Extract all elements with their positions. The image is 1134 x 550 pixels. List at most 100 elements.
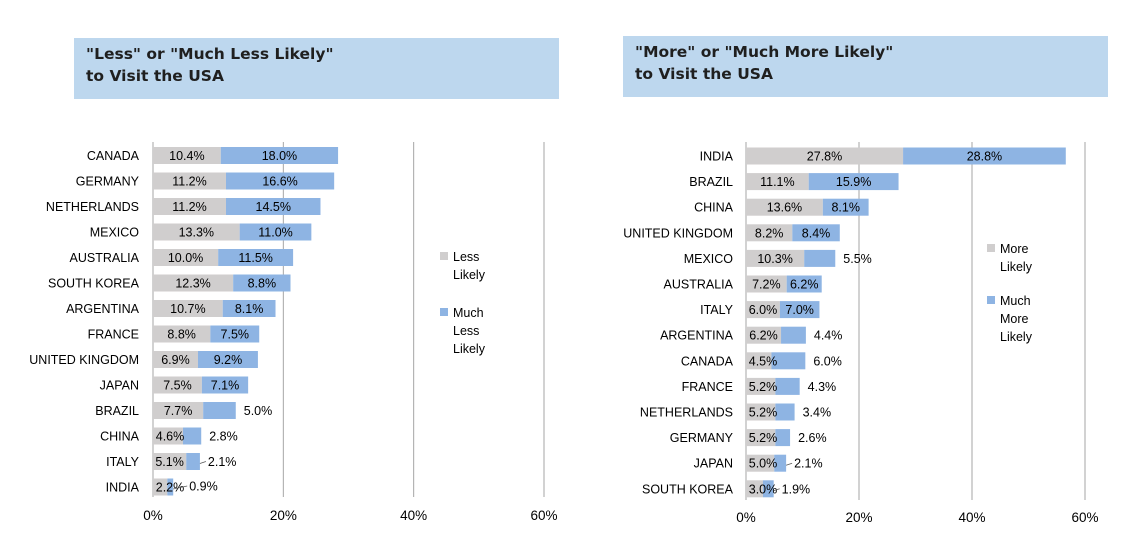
category-label: ARGENTINA (660, 329, 734, 343)
data-label: 0.9% (189, 480, 218, 494)
data-label: 5.1% (155, 455, 184, 469)
data-label: 2.1% (794, 457, 823, 471)
data-label: 8.4% (802, 226, 831, 240)
category-label: ARGENTINA (66, 302, 140, 316)
bar-segment-more-likely (746, 326, 782, 344)
bar-chart-less-likely: 0% 20% 40% 60% CANADA 10.4% 18.0% GERMANY 11.2% 1… (29, 142, 558, 523)
data-label: 16.6% (262, 175, 297, 189)
bar-segment-less-likely (153, 427, 183, 445)
x-tick-label: 40% (958, 510, 985, 525)
data-label: 8.8% (248, 277, 277, 291)
data-label: 18.0% (262, 149, 297, 163)
x-tick-label: 60% (1071, 510, 1098, 525)
data-label: 8.8% (167, 328, 196, 342)
bar-segment-less-likely (153, 223, 240, 241)
bar-segment-more-likely (746, 480, 763, 498)
category-label: GERMANY (76, 175, 140, 189)
bar-segment-more-likely (746, 454, 775, 472)
data-label: 5.0% (749, 457, 778, 471)
bar-segment-more-likely (746, 224, 793, 242)
category-label: INDIA (700, 150, 734, 164)
category-label: BRAZIL (95, 404, 139, 418)
legend-swatch-icon (440, 308, 448, 316)
bar-segment-much-more-likely (775, 377, 800, 395)
category-label: UNITED KINGDOM (29, 353, 139, 367)
data-label: 7.2% (752, 278, 781, 292)
data-label: 4.5% (749, 354, 778, 368)
data-label: 11.5% (238, 251, 273, 265)
data-label: 4.3% (808, 380, 837, 394)
bar-segment-more-likely (746, 198, 823, 216)
category-label: CANADA (681, 354, 734, 368)
data-label: 2.6% (798, 431, 827, 445)
bar-segment-much-less-likely (210, 325, 260, 343)
category-label: BRAZIL (689, 175, 733, 189)
bar-segment-much-more-likely (781, 326, 806, 344)
x-tick-label: 20% (270, 508, 297, 523)
category-label: NETHERLANDS (46, 200, 139, 214)
bar-segment-much-more-likely (762, 480, 774, 498)
bar-segment-much-more-likely (792, 224, 840, 242)
bar-segment-more-likely (746, 429, 776, 447)
legend-swatch-icon (987, 296, 995, 304)
data-label: 5.2% (749, 431, 778, 445)
bar-segment-much-more-likely (775, 429, 791, 447)
data-label: 13.3% (179, 226, 214, 240)
data-label: 10.3% (757, 252, 792, 266)
data-label: 3.0% (749, 482, 778, 496)
bar-segment-much-more-likely (774, 454, 787, 472)
category-label: SOUTH KOREA (48, 277, 140, 291)
chart-panel-less-likely: "Less" or "Much Less Likely" to Visit th… (29, 38, 559, 523)
bar-segment-much-less-likely (203, 402, 236, 419)
data-label: 6.0% (749, 303, 778, 317)
data-label: 6.2% (749, 329, 778, 343)
legend-item-much-more-likely: Much More Likely (987, 292, 1032, 346)
data-label: 6.0% (813, 354, 842, 368)
legend-item-less-likely: Less Likely (440, 248, 485, 284)
bar-segment-much-less-likely (186, 453, 200, 470)
chart-panel-more-likely: "More" or "Much More Likely" to Visit th… (567, 0, 1134, 550)
x-tick-label: 0% (736, 510, 756, 525)
legend-swatch-icon (440, 252, 448, 260)
bar-segment-much-more-likely (779, 301, 820, 319)
data-label: 27.8% (807, 150, 842, 164)
data-label: 5.2% (749, 406, 778, 420)
data-label: 4.4% (814, 329, 843, 343)
legend-label-line-2: Likely (1000, 330, 1032, 344)
data-label: 5.5% (843, 252, 872, 266)
category-label: ITALY (700, 303, 734, 317)
bar-segment-less-likely (153, 147, 221, 164)
legend-label-line-1: Much Less (453, 306, 484, 338)
legend-label: More Likely (1000, 242, 1032, 274)
bar-segment-less-likely (153, 351, 198, 368)
data-label: 28.8% (967, 150, 1002, 164)
category-label: MEXICO (90, 226, 140, 240)
category-label: JAPAN (100, 379, 139, 393)
bar-segment-much-less-likely (233, 274, 291, 292)
bar-segment-less-likely (153, 325, 211, 343)
bar-segment-less-likely (153, 249, 219, 266)
data-label: 11.2% (172, 200, 207, 214)
legend-swatch-icon (987, 244, 995, 252)
category-label: JAPAN (694, 457, 733, 471)
category-label: CHINA (694, 201, 734, 215)
data-label: 10.4% (169, 149, 204, 163)
data-label: 1.9% (782, 482, 811, 496)
bar-segment-less-likely (153, 478, 168, 496)
bar-segment-much-less-likely (201, 376, 249, 394)
bar-segment-more-likely (746, 352, 772, 370)
chart-title-line-2: to Visit the USA (86, 67, 224, 85)
legend-label-line-2: Likely (453, 342, 485, 356)
data-label: 2.8% (209, 430, 238, 444)
data-label: 7.1% (211, 379, 240, 393)
category-label: CHINA (100, 430, 140, 444)
bar-segment-less-likely (153, 376, 202, 394)
data-label: 8.1% (235, 302, 264, 316)
bar-segment-much-more-likely (771, 352, 806, 370)
bar-segment-much-less-likely (225, 172, 335, 190)
data-label: 4.6% (156, 430, 185, 444)
bar-segment-less-likely (153, 300, 223, 317)
chart-title-line-1: "Less" or "Much Less Likely" (86, 45, 334, 63)
category-label: CANADA (87, 149, 140, 163)
category-label: AUSTRALIA (70, 251, 140, 265)
